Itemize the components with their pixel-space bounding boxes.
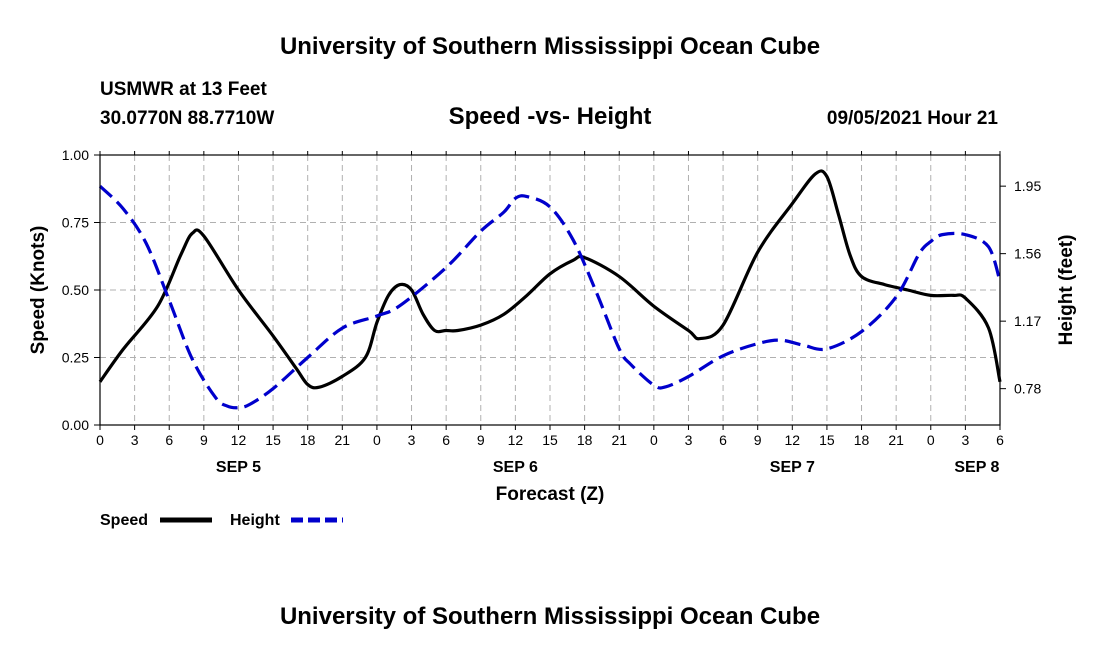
series-lines [98,169,1002,410]
x-tick-label: 15 [265,432,281,448]
x-tick-label: 3 [685,432,693,448]
y-tick-label: 0.50 [62,282,89,298]
x-tick-label: 18 [854,432,870,448]
x-tick-label: 12 [785,432,801,448]
x-tick-label: 0 [96,432,104,448]
y-tick-label: 0.00 [62,417,89,433]
y-tick-label: 0.25 [62,350,89,366]
x-tick-label: 6 [442,432,450,448]
y2-tick-label: 0.78 [1014,381,1041,397]
x-tick-label: 0 [373,432,381,448]
forecast-timestamp: 09/05/2021 Hour 21 [827,108,999,129]
x-tick-label: 21 [888,432,904,448]
x-tick-label: 3 [961,432,969,448]
y2-tick-label: 1.56 [1014,246,1041,262]
station-coords: 30.0770N 88.7710W [100,108,274,129]
x-tick-label: 15 [542,432,558,448]
x-tick-label: 21 [611,432,627,448]
x-tick-label: 3 [408,432,416,448]
axes: 0 3 6 9 12 15 18 21 0 3 6 9 12 15 18 21 0 3 6 9 12 15 18 21 0 3 6 0… [62,147,1042,476]
day-label: SEP 5 [216,459,261,476]
x-tick-label: 15 [819,432,835,448]
y-axis-title-right: Height (feet) [1056,235,1077,346]
x-tick-label: 21 [335,432,351,448]
x-axis-title: Forecast (Z) [496,484,605,505]
x-tick-label: 0 [650,432,658,448]
x-tick-label: 18 [577,432,593,448]
x-tick-label: 3 [131,432,139,448]
day-label: SEP 7 [770,459,815,476]
x-tick-label: 18 [300,432,316,448]
x-tick-label: 12 [508,432,524,448]
series-line-speed [98,169,1002,390]
x-tick-label: 6 [165,432,173,448]
chart-main-title: University of Southern Mississippi Ocean… [280,33,820,60]
x-tick-label: 9 [477,432,485,448]
chart-subtitle: Speed -vs- Height [449,103,652,130]
x-tick-label: 9 [200,432,208,448]
x-tick-label: 12 [231,432,247,448]
footer-title: University of Southern Mississippi Ocean… [280,603,820,630]
x-tick-label: 0 [927,432,935,448]
y-axis-title-left: Speed (Knots) [28,226,49,355]
series-line-height [98,184,1002,410]
legend-height-label: Height [230,512,280,529]
x-tick-label: 9 [754,432,762,448]
x-tick-label: 6 [719,432,727,448]
y-tick-label: 1.00 [62,147,89,163]
y2-tick-label: 1.95 [1014,178,1041,194]
legend-speed-label: Speed [100,512,148,529]
y-tick-label: 0.75 [62,215,89,231]
legend: Speed Height [100,512,343,529]
grid-lines [100,155,1000,425]
y2-tick-label: 1.17 [1014,313,1041,329]
x-tick-label: 6 [996,432,1004,448]
station-label: USMWR at 13 Feet [100,79,267,100]
day-label: SEP 6 [493,459,538,476]
day-label: SEP 8 [954,459,999,476]
